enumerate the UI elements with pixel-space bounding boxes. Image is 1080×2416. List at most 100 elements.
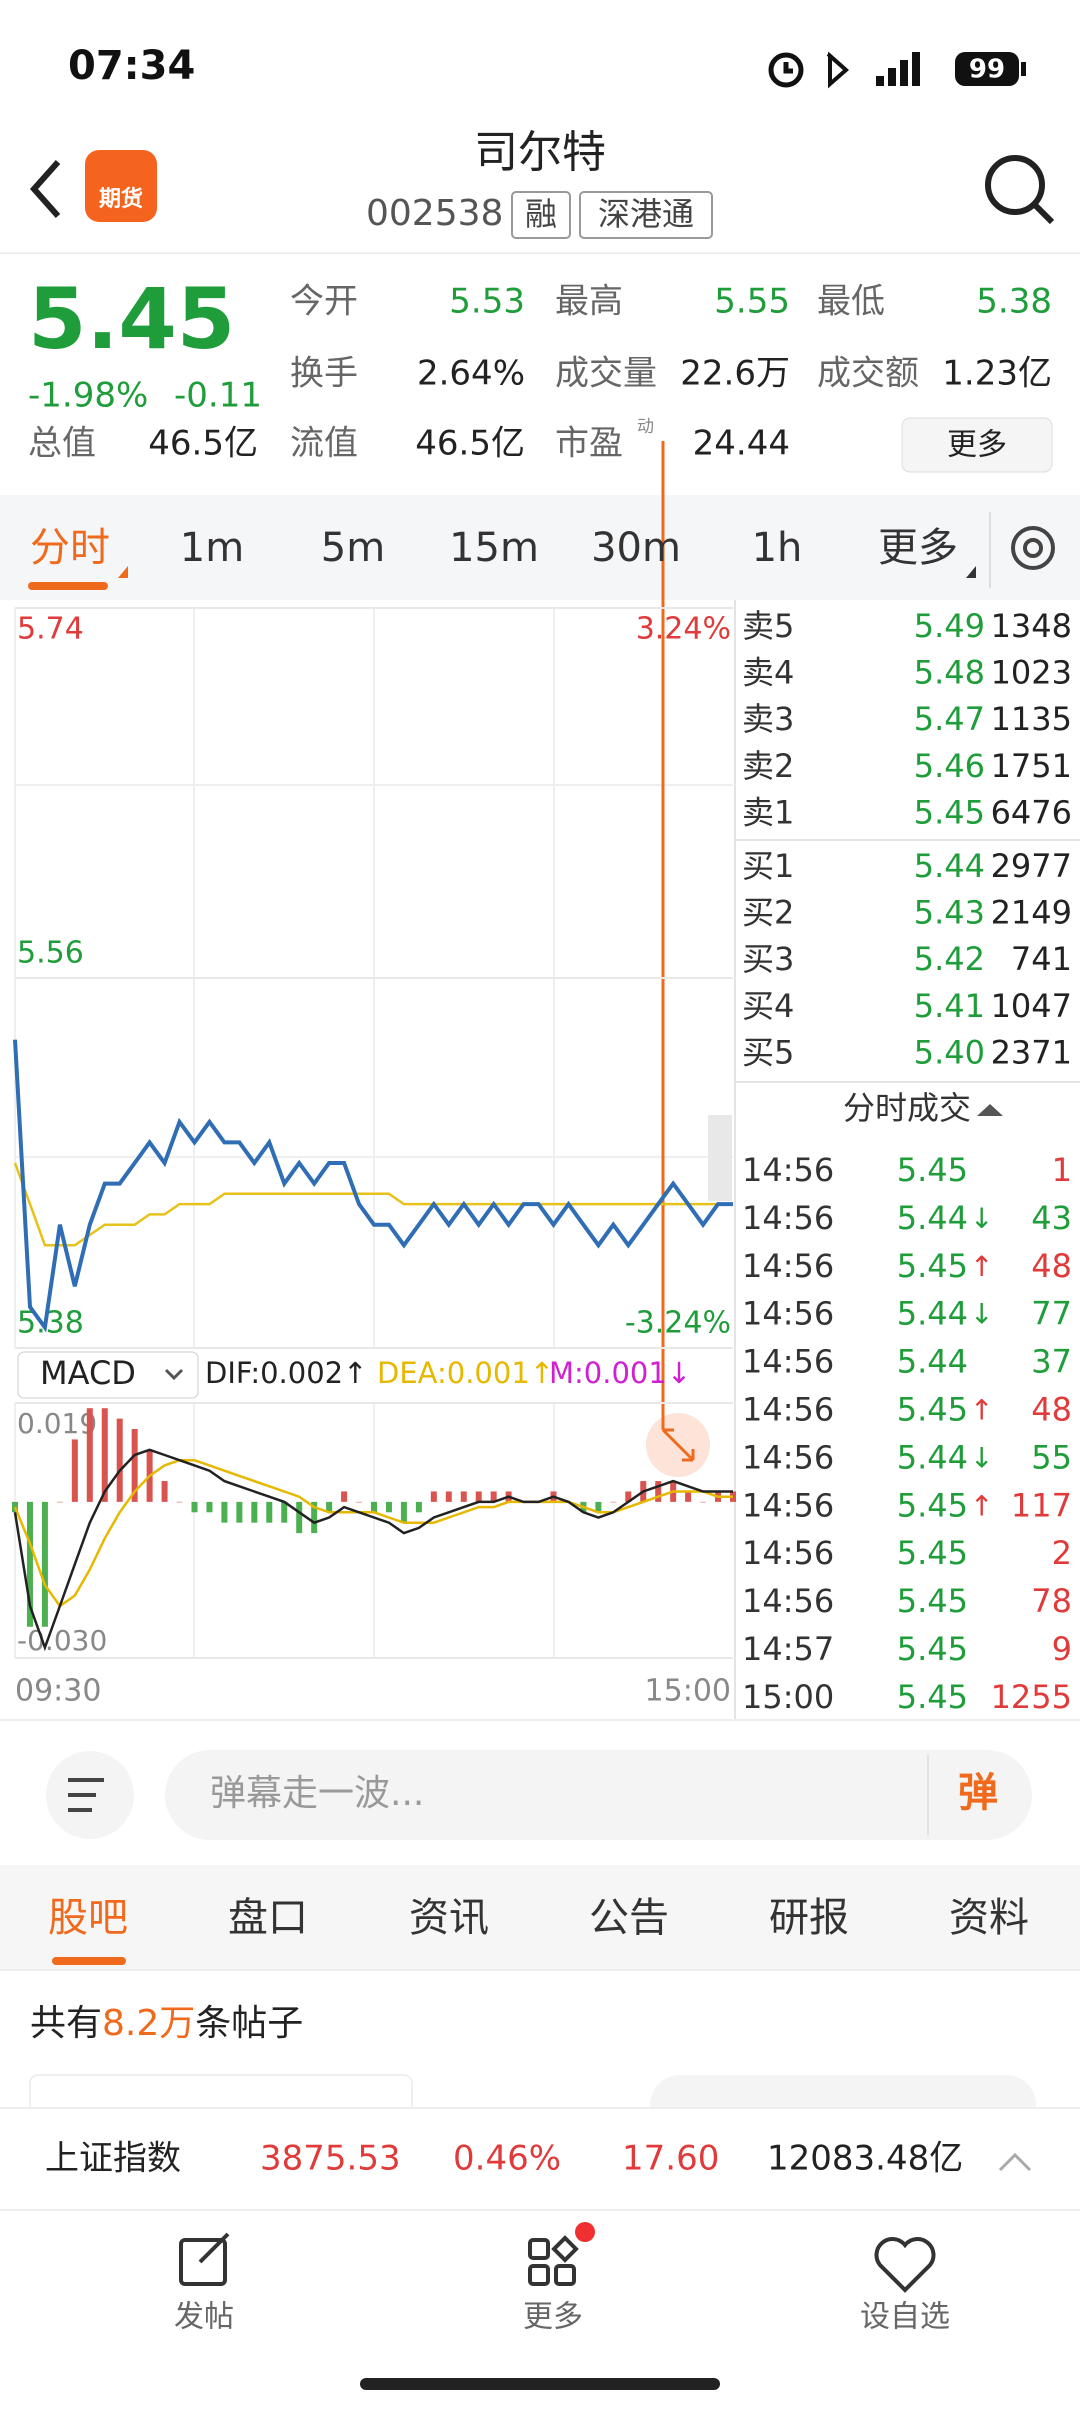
status-icons [768, 51, 1026, 89]
trade-time: 14:56 [742, 1391, 834, 1429]
book-price: 5.44 [914, 847, 985, 885]
macd-bar [101, 1408, 108, 1502]
trade-price: 5.45 [897, 1247, 968, 1285]
macd-bar [26, 1501, 33, 1627]
macd-legend: DEA:0.001↑ [377, 1356, 554, 1390]
stat-label: 流值 [290, 424, 358, 464]
index-field: 12083.48亿 [767, 2139, 963, 2179]
book-price: 5.43 [914, 894, 985, 932]
book-label: 卖2 [742, 747, 794, 785]
content-tab[interactable]: 资讯 [409, 1895, 489, 1941]
macd-bar [12, 1501, 18, 1513]
battery-level: 99 [969, 55, 1005, 85]
search-button[interactable] [985, 155, 1055, 225]
nav-label[interactable]: 设自选 [860, 2300, 950, 2335]
macd-bar [41, 1501, 48, 1627]
trade-price: 5.45 [897, 1582, 968, 1620]
indicator-name: MACD [40, 1354, 136, 1392]
last-price: 5.45 [28, 270, 235, 368]
change-percent: -1.98% [28, 376, 148, 416]
content-tab[interactable]: 盘口 [228, 1895, 308, 1941]
book-price: 5.47 [914, 700, 985, 738]
period-tab[interactable]: 分时 [30, 525, 110, 571]
content-tab[interactable]: 公告 [589, 1895, 669, 1941]
stat-value: 2.64% [417, 354, 525, 394]
period-tab[interactable]: 1h [752, 525, 803, 571]
stock-code: 002538 [366, 193, 503, 234]
macd-bar [221, 1501, 228, 1523]
stat-value: 22.6万 [680, 354, 790, 394]
trade-price: 5.45 [897, 1486, 968, 1524]
period-tab[interactable]: 15m [449, 525, 539, 571]
book-volume: 1023 [991, 654, 1072, 692]
trade-time: 14:56 [742, 1486, 834, 1524]
badge [575, 2222, 595, 2242]
macd-bar [56, 1501, 63, 1503]
book-volume: 2371 [991, 1033, 1072, 1071]
chevron [164, 1368, 184, 1381]
trade-volume: 2 [1052, 1534, 1072, 1572]
status-time: 07:34 [68, 43, 195, 89]
macd-bar [385, 1501, 392, 1513]
book-volume: 741 [1011, 940, 1072, 978]
trade-volume: 1 [1052, 1151, 1072, 1189]
trade-price: 5.45 [897, 1630, 968, 1668]
trade-price: 5.45 [897, 1391, 968, 1429]
stock-tag: 深港通 [598, 195, 694, 233]
macd-bar [206, 1501, 213, 1513]
trade-volume: 43 [1031, 1199, 1072, 1237]
stock-name: 司尔特 [474, 127, 606, 178]
stat-value: 1.23亿 [942, 354, 1052, 394]
trade-price: 5.45 [897, 1534, 968, 1572]
content-tab[interactable]: 资料 [949, 1895, 1029, 1941]
trade-volume: 1255 [991, 1678, 1072, 1716]
comment-input[interactable] [165, 1750, 1032, 1840]
indicator-select[interactable] [17, 1351, 199, 1399]
scroll-handle[interactable] [708, 1115, 732, 1201]
book-volume: 1135 [991, 700, 1072, 738]
trade-time: 14:56 [742, 1534, 834, 1572]
content-tab[interactable]: 股吧 [48, 1895, 128, 1941]
macd-legend: DIF:0.002↑ [205, 1356, 367, 1390]
back-button[interactable] [29, 160, 61, 218]
index-field: 17.60 [622, 2139, 719, 2179]
stat-label: 市盈 [555, 424, 623, 464]
period-tab[interactable]: 5m [321, 525, 385, 571]
macd-bar [71, 1439, 78, 1502]
expand-button[interactable] [646, 441, 710, 1477]
stat-value: 5.55 [714, 282, 790, 322]
period-tab[interactable]: 1m [180, 525, 244, 571]
book-volume: 2977 [991, 847, 1072, 885]
macd-bar [655, 1481, 662, 1502]
macd-bar [445, 1491, 452, 1502]
trade-volume: 55 [1031, 1438, 1072, 1476]
x-tick-label: 09:30 [15, 1674, 101, 1709]
content-tab[interactable]: 研报 [769, 1895, 849, 1941]
trade-price: 5.45 [897, 1151, 968, 1189]
nav-icons [179, 2232, 936, 2293]
trade-time: 14:57 [742, 1630, 834, 1668]
chevron[interactable] [998, 2152, 1032, 2172]
trade-volume: 48 [1031, 1391, 1072, 1429]
y2-tick-label: 3.24% [636, 612, 731, 647]
period-tab[interactable]: 30m [591, 525, 681, 571]
nav-label[interactable]: 发帖 [174, 2300, 234, 2335]
book-price: 5.49 [914, 607, 985, 645]
more-button[interactable] [901, 417, 1053, 473]
stat-label: 最低 [817, 282, 885, 322]
post-count: 共有8.2万条帖子 [30, 2003, 303, 2044]
book-volume: 1047 [991, 987, 1072, 1025]
settings-button[interactable] [1011, 526, 1055, 570]
app-logo[interactable] [85, 150, 157, 222]
index-bar[interactable] [0, 2108, 1080, 2210]
stat-value: 5.38 [976, 282, 1052, 322]
nav-label[interactable]: 更多 [523, 2300, 583, 2335]
tab-underline [28, 582, 108, 590]
danmaku-button[interactable]: 弹 [958, 1770, 998, 1816]
y2-tick-label: -3.24% [625, 1306, 731, 1341]
trade-time: 14:56 [742, 1247, 834, 1285]
macd-bar [625, 1491, 632, 1502]
period-tab[interactable]: 更多 [878, 525, 958, 571]
